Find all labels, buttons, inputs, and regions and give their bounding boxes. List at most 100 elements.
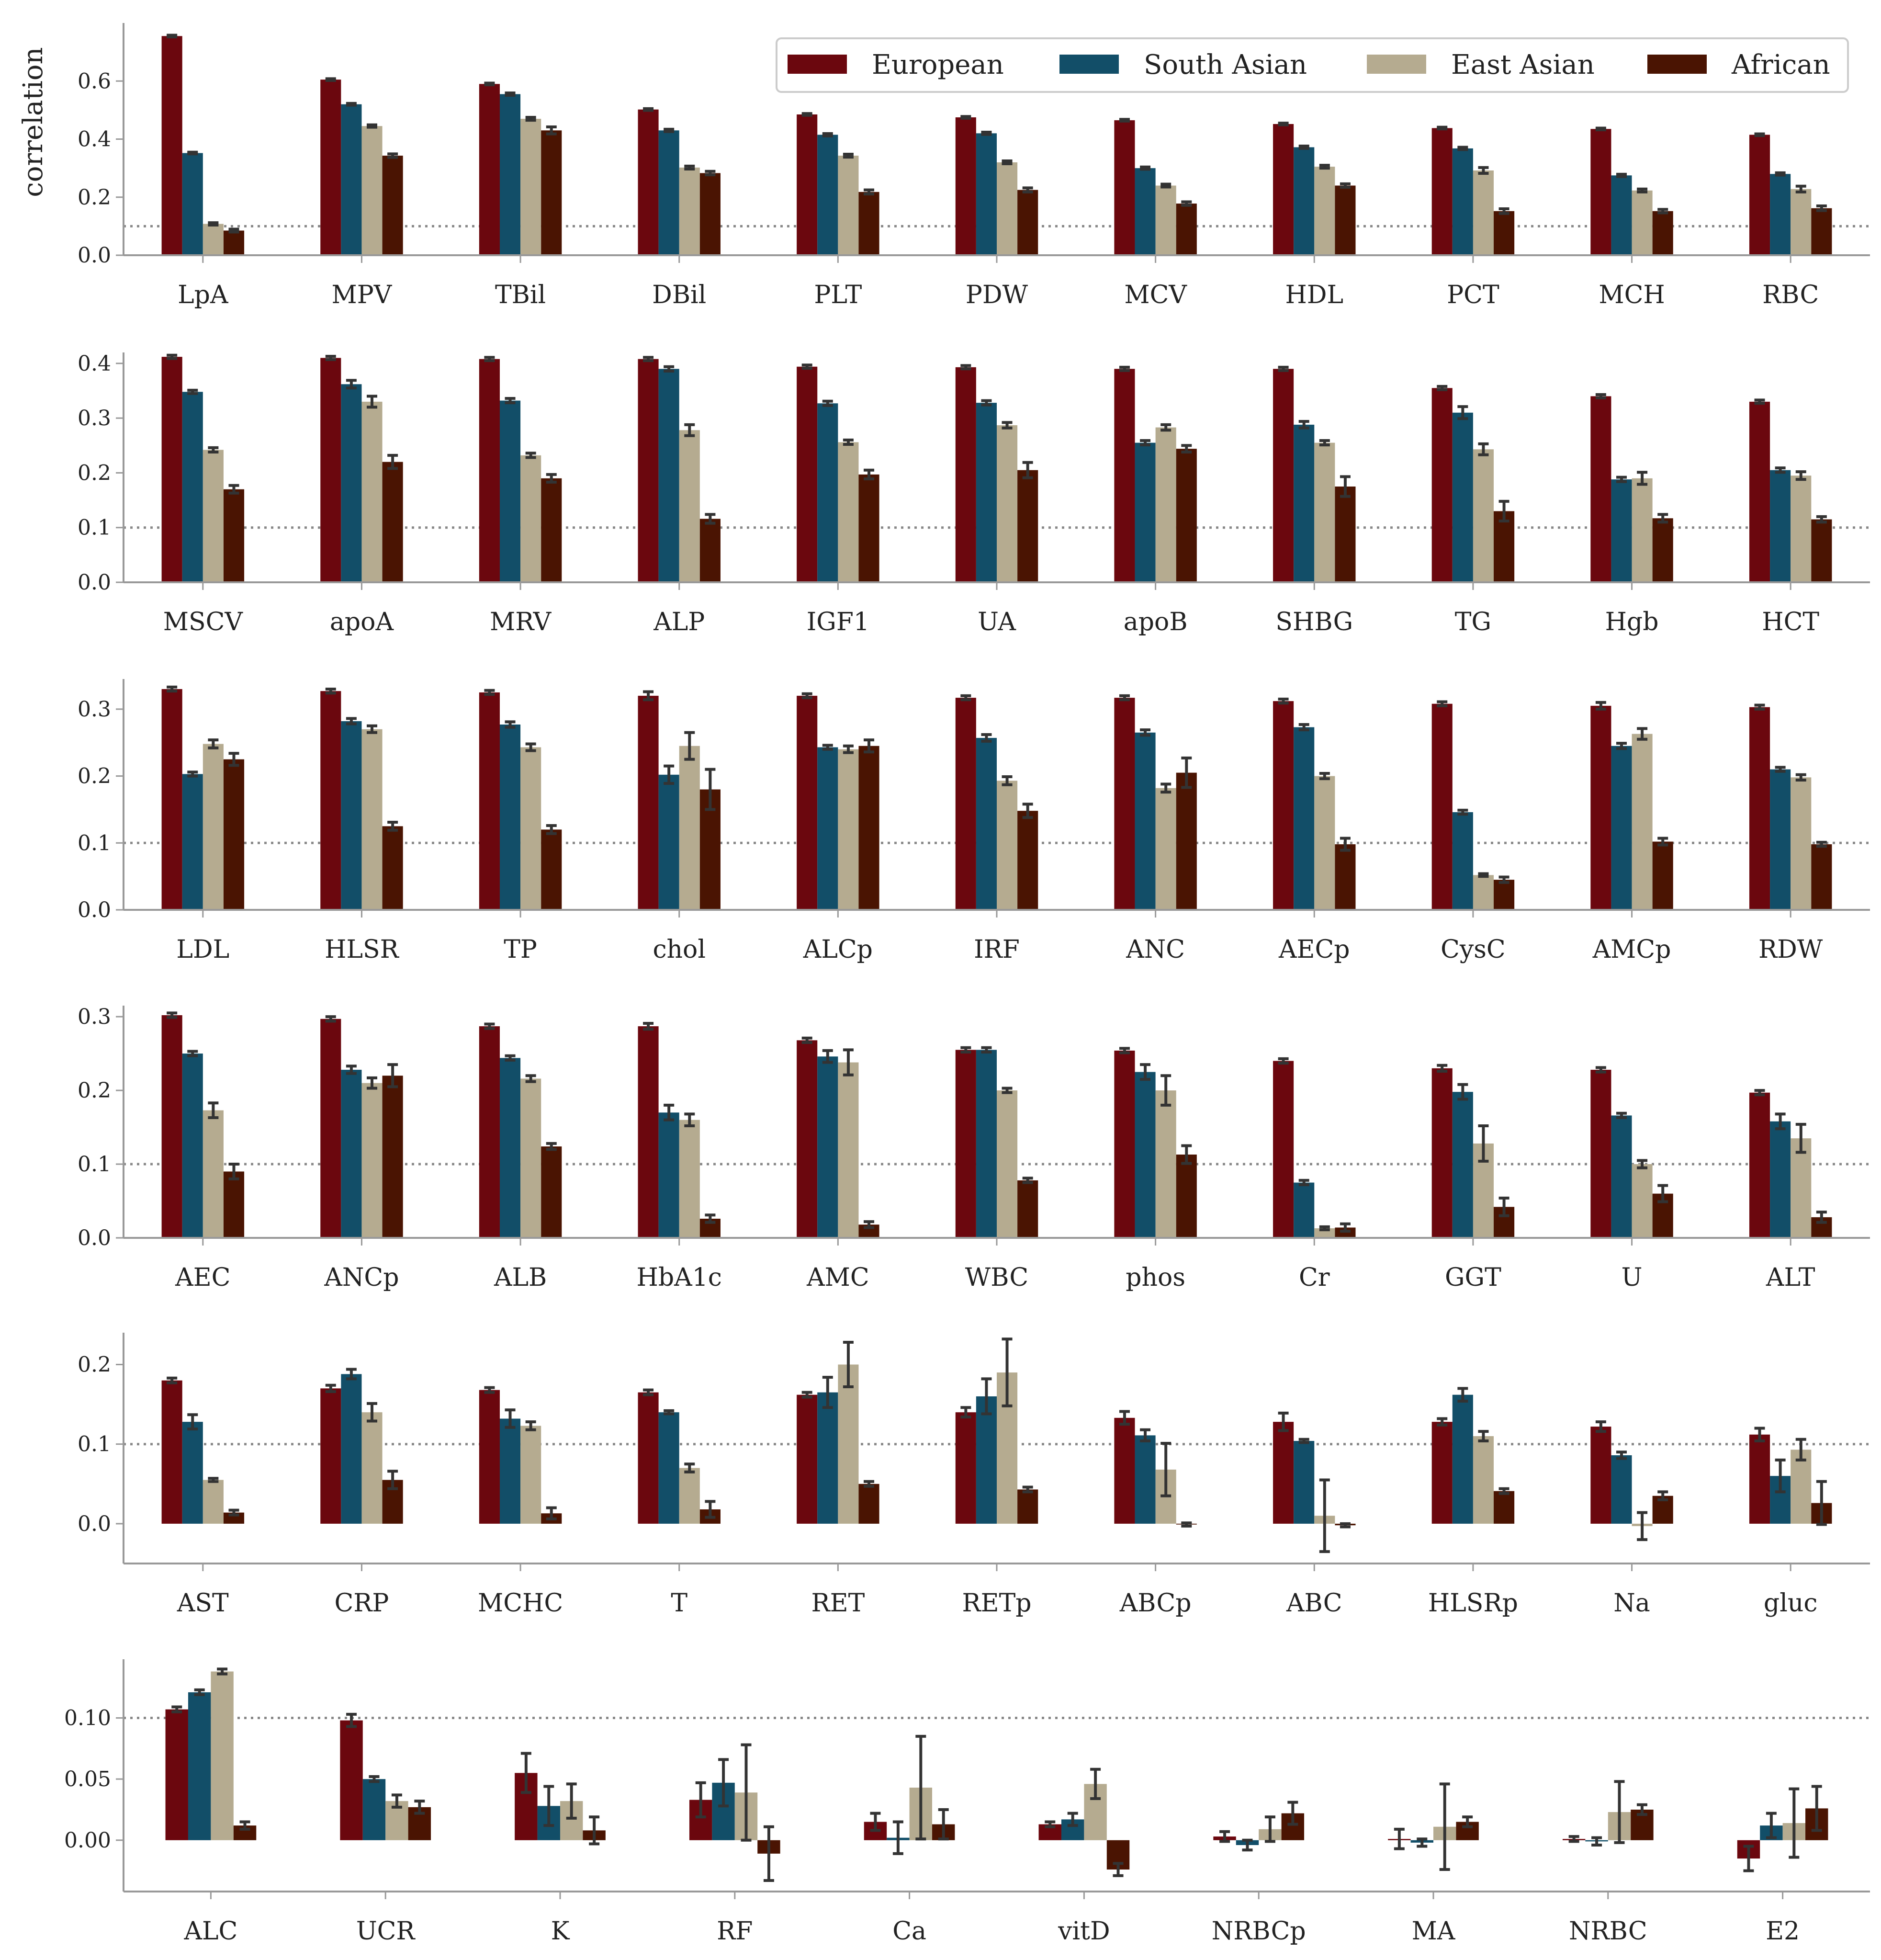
bar-group-Na [1590,1420,1673,1541]
error-bar [960,1406,971,1419]
bar-phos-african [1176,1155,1197,1238]
error-bar [217,1667,228,1676]
error-bar [864,1220,875,1229]
legend-swatch [1367,55,1426,74]
y-tick-label: 0.0 [78,898,111,922]
error-bar [387,1063,398,1088]
bar-group-phos [1114,1047,1197,1238]
legend-swatch [1059,55,1119,74]
bar-MCHC-european [479,1390,500,1524]
error-bar [1816,515,1827,524]
error-bar [525,452,536,459]
error-bar [1067,1812,1078,1827]
bar-PCT-south-asian [1452,148,1473,255]
legend-label: East Asian [1451,49,1595,80]
legend-label: African [1731,49,1830,80]
bar-CysC-east-asian [1473,875,1494,910]
bar-IRF-east-asian [997,781,1018,910]
bar-HCT-east-asian [1791,476,1812,582]
error-bar [864,188,875,196]
error-bar [484,1022,495,1030]
error-bar [546,473,557,484]
error-bar [167,34,178,39]
bar-group-K [515,1752,606,1846]
error-bar [843,1048,854,1076]
panel-3: 0.0 0.1 0.2 0.3 LDL HLSR TP chol ALCp IRF ANC AECp C… [78,679,1870,964]
bar-apoA-european [320,358,341,582]
bar-group-RETp [955,1337,1038,1524]
x-tick-label: T [671,1589,687,1618]
error-bar [870,1812,881,1832]
error-bar [387,820,398,832]
bar-MCH-european [1590,129,1611,255]
bar-HbA1c-south-asian [658,1112,679,1238]
error-bar [960,115,971,120]
error-bar [1160,1074,1171,1107]
error-bar [546,1142,557,1151]
legend: European South Asian East Asian African [776,37,1849,93]
x-tick-label: ABC [1286,1589,1342,1618]
bar-AST-european [161,1380,182,1524]
error-bar [1090,1767,1101,1800]
error-bar [1636,1803,1647,1816]
error-bar [1287,1801,1298,1826]
bar-group-HDL [1273,122,1356,255]
error-bar [892,1820,903,1855]
bar-apoB-south-asian [1135,442,1156,582]
error-bar [1743,1845,1754,1872]
error-bar [1319,771,1330,781]
error-bar [938,1808,949,1841]
bar-RET-south-asian [817,1392,838,1524]
bar-group-AEC [161,1011,245,1238]
bar-AECp-african [1335,844,1356,910]
bar-HLSR-african [382,826,403,910]
error-bar [1181,444,1192,453]
bar-TG-european [1431,388,1453,582]
x-tick-label: GGT [1445,1263,1501,1292]
x-tick-label: ANC [1126,935,1185,964]
error-bar [1140,165,1151,171]
error-bar [643,690,654,702]
error-bar [1795,1122,1806,1154]
error-bar [1595,126,1606,132]
bar-ALCp-african [858,746,879,910]
bar-DBil-african [699,173,721,255]
bar-ALT-east-asian [1791,1138,1812,1238]
error-bar [543,1785,554,1827]
error-bar [325,355,336,361]
error-bar [1437,385,1448,391]
x-tick-label: LDL [176,935,229,964]
bar-group-TG [1431,385,1515,582]
y-tick-label: 0.1 [78,1152,111,1177]
error-bar [1816,840,1827,848]
error-bar [822,399,833,407]
error-bar [1119,1047,1130,1054]
bar-apoA-east-asian [361,401,383,582]
bar-Na-european [1590,1427,1611,1524]
bar-RDW-african [1811,844,1832,910]
error-bar [664,1409,675,1416]
error-bar [1775,171,1786,177]
error-bar [1022,803,1033,819]
error-bar [228,484,239,495]
y-tick-label: 0.0 [78,570,111,595]
bar-UA-african [1017,470,1038,582]
error-bar [1811,1785,1822,1832]
error-bar [187,1050,198,1057]
error-bar [525,1074,536,1083]
x-tick-label: Cr [1299,1263,1330,1292]
error-bar [981,399,992,407]
bar-SHBG-east-asian [1314,442,1335,582]
error-bar [1264,1815,1275,1843]
bar-group-ALC [165,1667,257,1840]
bar-CRP-east-asian [361,1412,383,1524]
error-bar [664,764,675,785]
bar-HLSRp-african [1494,1491,1515,1524]
error-bar [505,720,516,729]
bar-group-U [1590,1066,1673,1238]
bar-UA-european [955,367,976,582]
bar-SHBG-south-asian [1294,424,1315,582]
error-bar [981,733,992,743]
error-bar [1298,1438,1309,1444]
